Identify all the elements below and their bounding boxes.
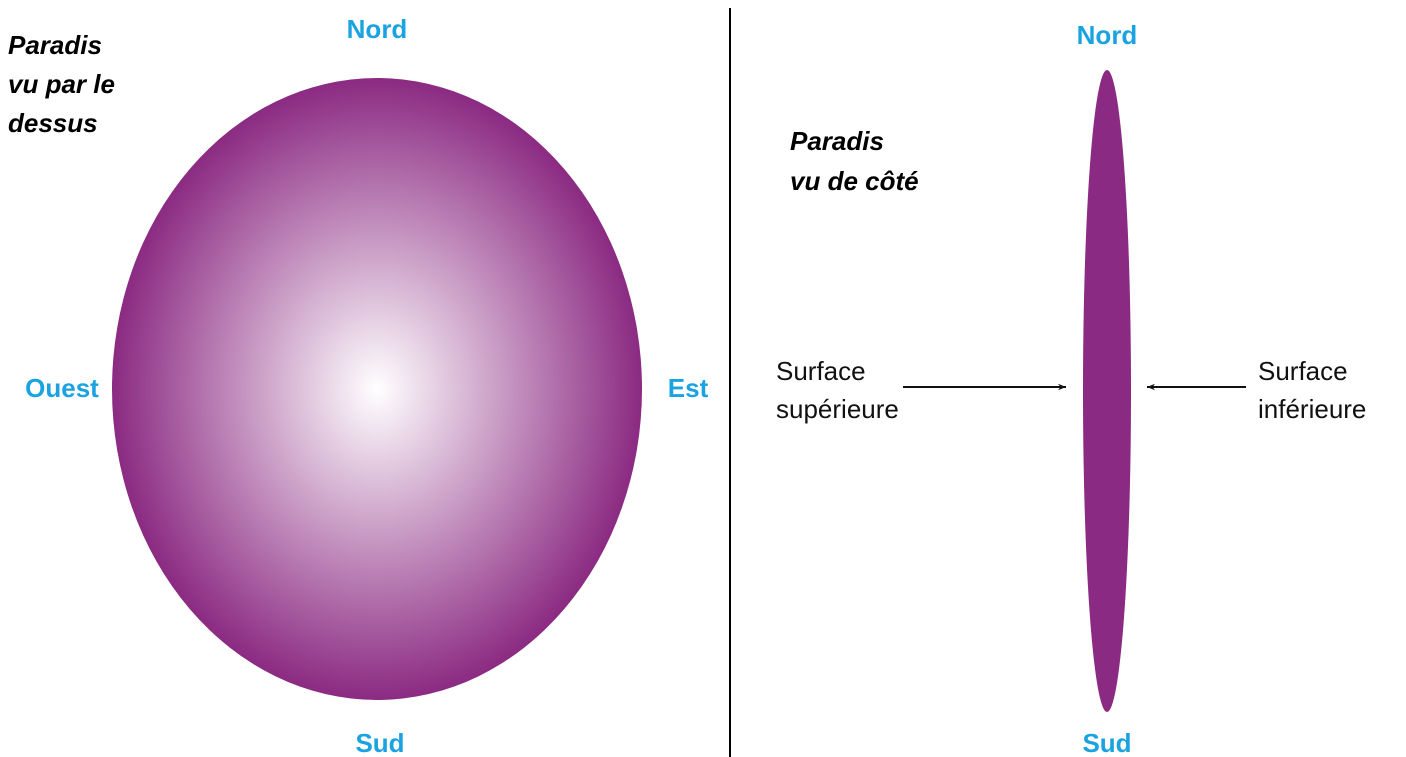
north-label: Nord <box>347 14 408 44</box>
paradise-top-view <box>112 78 642 700</box>
surface-label: supérieure <box>776 394 899 424</box>
title-line: vu par le <box>8 69 115 99</box>
surface-label: Surface <box>1258 356 1348 386</box>
title-line: vu de côté <box>790 166 919 196</box>
surface-label: inférieure <box>1258 394 1366 424</box>
south-label: Sud <box>1082 728 1131 757</box>
title-line: Paradis <box>8 30 102 60</box>
title-line: Paradis <box>790 126 884 156</box>
north-label: Nord <box>1077 20 1138 50</box>
east-label: Est <box>668 373 709 403</box>
south-label: Sud <box>355 728 404 757</box>
paradise-side-view <box>1083 70 1131 712</box>
title-line: dessus <box>8 108 98 138</box>
surface-label: Surface <box>776 356 866 386</box>
west-label: Ouest <box>25 373 99 403</box>
